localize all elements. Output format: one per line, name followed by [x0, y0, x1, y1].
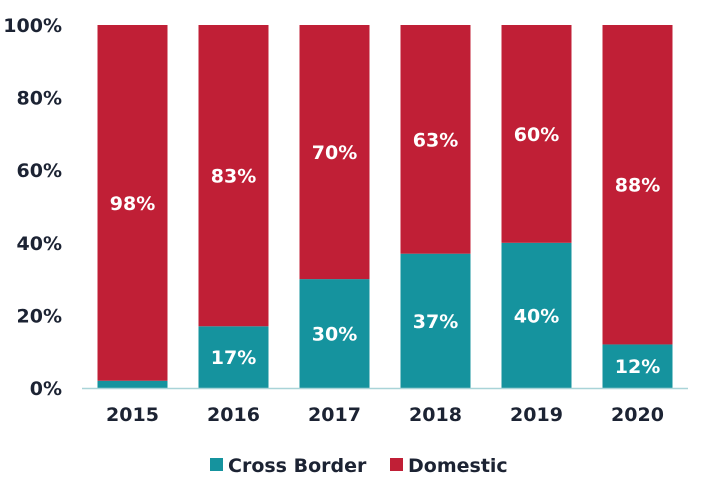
y-tick-label: 80% — [17, 88, 62, 110]
bar-segment-cross-border — [198, 326, 269, 388]
x-tick-label: 2017 — [308, 404, 361, 426]
data-label: 40% — [514, 305, 559, 327]
bar-segment-cross-border — [501, 242, 572, 388]
data-label: 12% — [615, 356, 660, 378]
bar-segment-domestic — [97, 25, 168, 381]
x-tick-label: 2019 — [510, 404, 563, 426]
legend-swatch-cross-border — [210, 458, 223, 471]
x-tick-label: 2016 — [207, 404, 260, 426]
y-axis: 0% 20% 40% 60% 80% 100% — [3, 15, 62, 400]
legend-swatch-domestic — [390, 458, 403, 471]
bar-segment-domestic — [299, 25, 370, 280]
data-label: 37% — [413, 311, 458, 333]
bar-segment-cross-border — [97, 380, 168, 388]
legend-label-cross-border: Cross Border — [228, 455, 367, 477]
x-axis: 2015 2016 2017 2018 2019 2020 — [82, 387, 688, 426]
y-tick-label: 60% — [17, 160, 62, 182]
y-tick-label: 0% — [30, 378, 62, 400]
data-label: 98% — [110, 193, 155, 215]
data-label: 60% — [514, 124, 559, 146]
y-tick-label: 40% — [17, 233, 62, 255]
x-tick-label: 2020 — [611, 404, 664, 426]
y-tick-label: 20% — [17, 305, 62, 327]
bar-segment-domestic — [400, 25, 471, 254]
legend: Cross Border Domestic — [210, 455, 508, 477]
bar-segment-cross-border — [299, 279, 370, 388]
x-tick-label: 2018 — [409, 404, 462, 426]
bar-segment-cross-border — [400, 253, 471, 388]
y-tick-label: 100% — [3, 15, 62, 37]
data-label: 70% — [312, 142, 357, 164]
data-label: 83% — [211, 166, 256, 188]
bar-segment-domestic — [198, 25, 269, 327]
data-label: 63% — [413, 129, 458, 151]
bars-group: 2%98%17%83%30%70%37%63%40%60%12%88% — [97, 25, 673, 388]
data-label: 17% — [211, 347, 256, 369]
bar-segment-domestic — [501, 25, 572, 243]
x-tick-label: 2015 — [106, 404, 159, 426]
data-label: 30% — [312, 324, 357, 346]
data-label: 88% — [615, 175, 660, 197]
bar-segment-domestic — [602, 25, 673, 345]
bar-segment-cross-border — [602, 344, 673, 388]
legend-label-domestic: Domestic — [408, 455, 508, 477]
